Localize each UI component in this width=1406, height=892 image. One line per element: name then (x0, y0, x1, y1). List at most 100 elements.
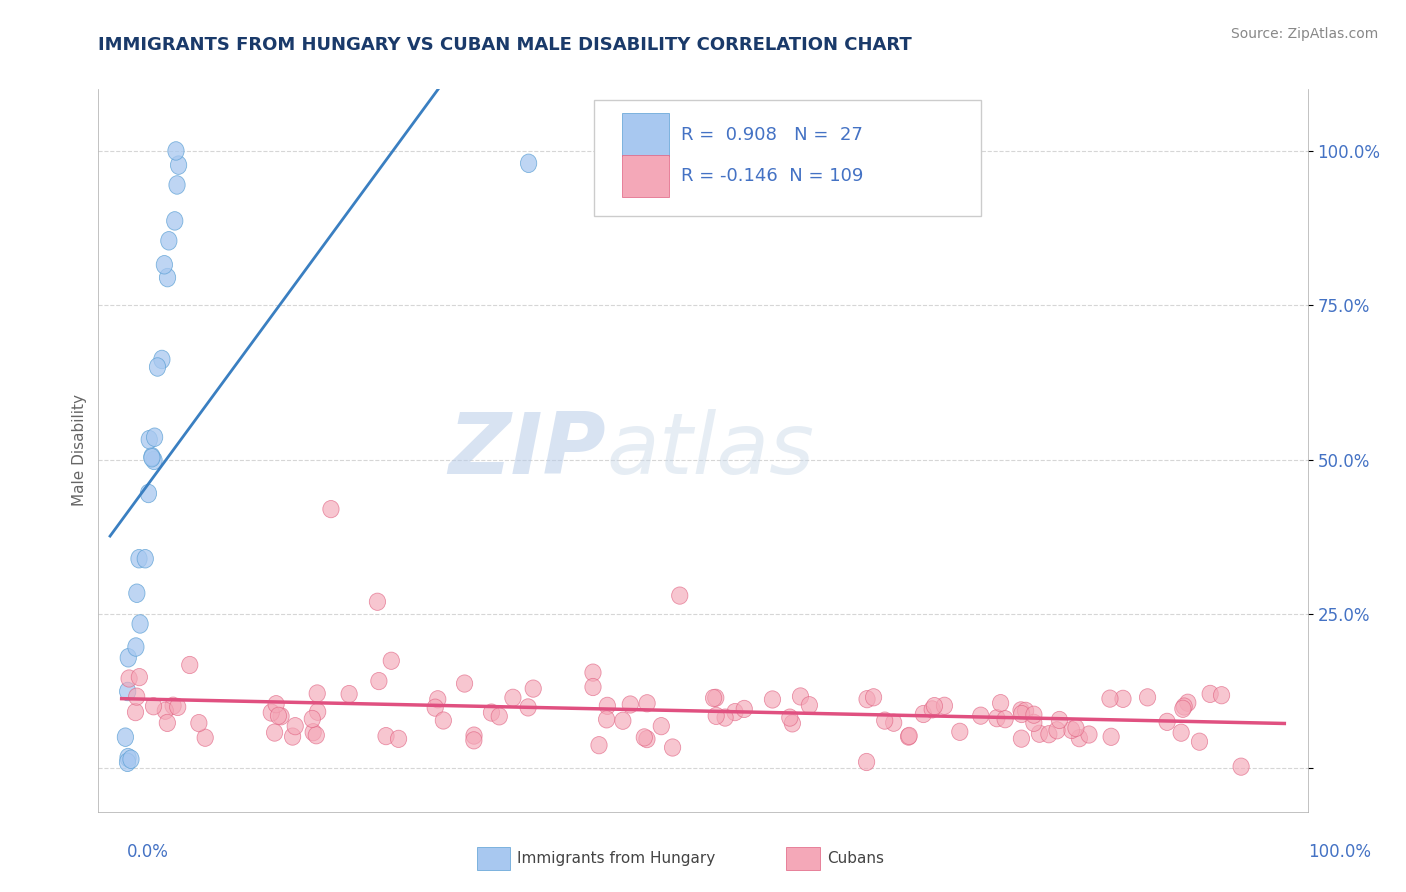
Ellipse shape (378, 728, 394, 745)
Ellipse shape (801, 697, 817, 714)
Ellipse shape (1052, 711, 1067, 729)
Ellipse shape (924, 701, 941, 718)
Ellipse shape (636, 729, 652, 746)
Ellipse shape (927, 698, 942, 714)
FancyBboxPatch shape (621, 154, 669, 197)
Text: ZIP: ZIP (449, 409, 606, 492)
Ellipse shape (524, 680, 541, 698)
Ellipse shape (1102, 690, 1118, 707)
Ellipse shape (915, 706, 932, 723)
Ellipse shape (121, 670, 138, 687)
Ellipse shape (122, 750, 139, 769)
Text: Immigrants from Hungary: Immigrants from Hungary (517, 851, 716, 865)
Ellipse shape (169, 176, 186, 194)
Ellipse shape (132, 615, 148, 633)
Ellipse shape (1175, 698, 1192, 715)
Ellipse shape (149, 358, 166, 376)
Ellipse shape (782, 709, 799, 726)
Ellipse shape (1139, 689, 1156, 706)
Ellipse shape (430, 690, 446, 708)
Ellipse shape (614, 712, 631, 730)
Ellipse shape (370, 593, 385, 610)
Ellipse shape (1049, 722, 1066, 739)
Ellipse shape (706, 690, 721, 706)
Ellipse shape (793, 688, 808, 705)
Ellipse shape (284, 728, 301, 745)
Ellipse shape (859, 754, 875, 771)
Ellipse shape (384, 652, 399, 669)
Ellipse shape (457, 675, 472, 692)
Ellipse shape (308, 727, 325, 744)
Ellipse shape (159, 268, 176, 287)
Ellipse shape (143, 448, 160, 466)
Ellipse shape (167, 211, 183, 230)
Text: R = -0.146  N = 109: R = -0.146 N = 109 (682, 167, 863, 185)
Text: R =  0.908   N =  27: R = 0.908 N = 27 (682, 126, 863, 144)
Ellipse shape (323, 500, 339, 517)
Ellipse shape (165, 697, 181, 714)
Ellipse shape (1012, 702, 1029, 719)
Ellipse shape (988, 709, 1005, 727)
Ellipse shape (665, 739, 681, 756)
Ellipse shape (269, 696, 284, 713)
Text: Cubans: Cubans (827, 851, 884, 865)
Ellipse shape (1115, 690, 1132, 707)
Ellipse shape (141, 430, 157, 449)
Ellipse shape (1026, 706, 1042, 723)
Ellipse shape (1026, 714, 1042, 731)
Ellipse shape (1233, 758, 1250, 775)
Ellipse shape (1014, 706, 1029, 723)
Ellipse shape (709, 707, 724, 724)
Ellipse shape (145, 698, 162, 714)
Ellipse shape (304, 710, 321, 728)
Ellipse shape (1040, 725, 1057, 743)
Ellipse shape (170, 156, 187, 175)
Ellipse shape (638, 695, 655, 712)
Ellipse shape (1063, 722, 1080, 739)
Y-axis label: Male Disability: Male Disability (72, 394, 87, 507)
Ellipse shape (1014, 730, 1029, 747)
Ellipse shape (491, 707, 508, 725)
Ellipse shape (391, 731, 406, 747)
Ellipse shape (141, 484, 156, 503)
Ellipse shape (143, 449, 160, 467)
Ellipse shape (936, 698, 953, 714)
Ellipse shape (585, 679, 602, 696)
Ellipse shape (1175, 700, 1191, 717)
Ellipse shape (520, 698, 536, 716)
Ellipse shape (156, 255, 173, 274)
Ellipse shape (707, 690, 724, 706)
Ellipse shape (621, 696, 638, 713)
Ellipse shape (342, 685, 357, 703)
Ellipse shape (120, 753, 135, 772)
Ellipse shape (1213, 687, 1230, 704)
Ellipse shape (1180, 694, 1197, 712)
Ellipse shape (737, 700, 752, 717)
Ellipse shape (1173, 724, 1189, 741)
Ellipse shape (263, 704, 280, 722)
Ellipse shape (638, 731, 655, 747)
Ellipse shape (117, 728, 134, 747)
Ellipse shape (1067, 719, 1084, 737)
Ellipse shape (1081, 726, 1097, 743)
Ellipse shape (876, 712, 893, 730)
Ellipse shape (520, 154, 537, 172)
Text: 100.0%: 100.0% (1308, 843, 1371, 861)
Ellipse shape (717, 709, 734, 726)
Ellipse shape (128, 688, 145, 706)
Ellipse shape (484, 704, 499, 722)
Ellipse shape (129, 584, 145, 602)
Ellipse shape (465, 731, 482, 749)
Ellipse shape (599, 698, 616, 714)
Ellipse shape (153, 351, 170, 368)
Ellipse shape (785, 714, 800, 732)
Ellipse shape (131, 668, 148, 686)
Ellipse shape (859, 690, 875, 708)
Ellipse shape (120, 682, 136, 701)
Ellipse shape (886, 714, 901, 731)
Ellipse shape (866, 689, 882, 706)
Ellipse shape (157, 702, 173, 719)
Ellipse shape (309, 703, 326, 721)
Ellipse shape (654, 717, 669, 735)
Ellipse shape (309, 685, 325, 702)
